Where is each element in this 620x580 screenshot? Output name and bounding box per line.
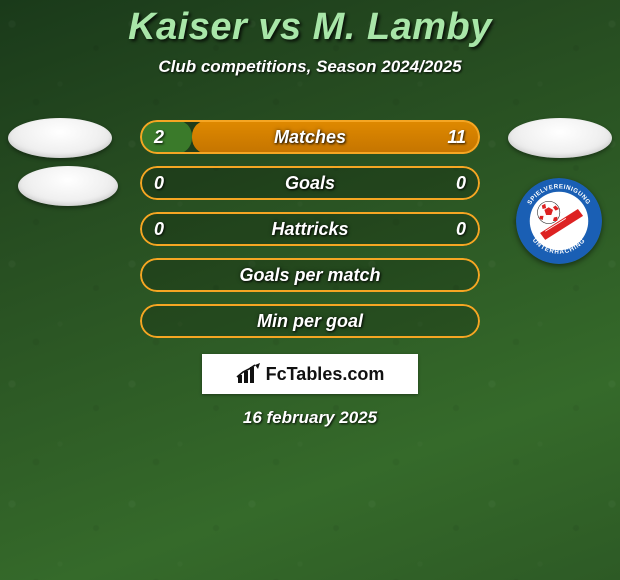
- stat-label: Goals: [140, 166, 480, 200]
- stat-label: Hattricks: [140, 212, 480, 246]
- player-avatar-left: [18, 166, 118, 206]
- player-avatar-right: [508, 118, 612, 158]
- stat-bar: Min per goal: [140, 304, 480, 338]
- stat-bar: 0 0 Goals: [140, 166, 480, 200]
- brand-badge[interactable]: FcTables.com: [202, 354, 418, 394]
- brand-text: FcTables.com: [266, 364, 385, 385]
- page-subtitle: Club competitions, Season 2024/2025: [0, 57, 620, 77]
- page-title: Kaiser vs M. Lamby: [0, 0, 620, 49]
- stat-label: Goals per match: [140, 258, 480, 292]
- stat-bar: 0 0 Hattricks: [140, 212, 480, 246]
- stat-row: 2 11 Matches: [0, 118, 620, 164]
- stat-row: Min per goal: [0, 302, 620, 348]
- player-avatar-left: [8, 118, 112, 158]
- stat-label: Min per goal: [140, 304, 480, 338]
- stat-row: Goals per match: [0, 256, 620, 302]
- stat-bar: 2 11 Matches: [140, 120, 480, 154]
- generation-date: 16 february 2025: [0, 408, 620, 428]
- club-logo: SPIELVEREINIGUNG UNTERHACHING: [516, 178, 602, 264]
- stat-label: Matches: [140, 120, 480, 154]
- bar-chart-icon: [236, 363, 262, 385]
- stat-bar: Goals per match: [140, 258, 480, 292]
